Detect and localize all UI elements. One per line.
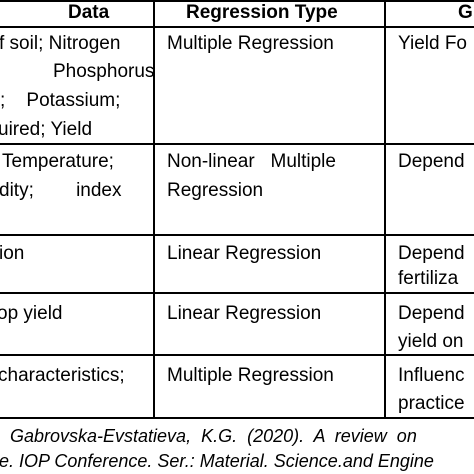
caption-line-2: e. IOP Conference. Ser.: Material. Scien… [0, 451, 434, 471]
row-2-bottom-border [0, 234, 474, 236]
row-3-goal-line-2: fertiliza [398, 268, 459, 289]
row-1-data-line-3: ; Potassium; [0, 90, 121, 111]
row-2-data-line-2: dity; index [0, 180, 122, 201]
row-4-data: op yield [0, 303, 63, 324]
header-regression-type: Regression Type [186, 2, 338, 23]
row-2-data-line-1: Temperature; [2, 151, 114, 172]
row-3-bottom-border [0, 292, 474, 294]
caption-line-1: Gabrovska-Evstatieva, K.G. (2020). A rev… [10, 426, 417, 446]
row-4-goal-line-1: Depend [398, 303, 465, 324]
header-goal: G [458, 2, 473, 23]
row-1-data-line-2: Phosphorus [53, 61, 155, 82]
row-5-goal-line-1: Influenc [398, 365, 465, 386]
row-2-regression-type-line-1: Non-linear Multiple [167, 151, 336, 172]
row-2-goal: Depend [398, 151, 465, 172]
header-bottom-border [0, 26, 474, 28]
row-5-regression-type: Multiple Regression [167, 365, 334, 386]
row-3-regression-type: Linear Regression [167, 243, 322, 264]
row-1-data-line-4: uired; Yield [0, 119, 93, 140]
column-divider-1 [153, 0, 155, 419]
row-1-data-line-1: f soil; Nitrogen [0, 33, 121, 54]
row-3-goal-line-1: Depend [398, 243, 465, 264]
row-5-data: characteristics; [0, 365, 125, 386]
header-data: Data [68, 2, 110, 23]
row-4-regression-type: Linear Regression [167, 303, 322, 324]
table-top-border [0, 0, 474, 2]
row-4-bottom-border [0, 354, 474, 356]
table-bottom-border [0, 417, 474, 419]
column-divider-2 [384, 0, 386, 419]
row-5-goal-line-2: practice [398, 393, 465, 414]
row-3-data: ion [0, 243, 25, 264]
row-2-regression-type-line-2: Regression [167, 180, 264, 201]
row-1-goal: Yield Fo [398, 33, 467, 54]
row-4-goal-line-2: yield on [398, 331, 464, 352]
row-1-bottom-border [0, 143, 474, 145]
row-1-regression-type: Multiple Regression [167, 33, 334, 54]
